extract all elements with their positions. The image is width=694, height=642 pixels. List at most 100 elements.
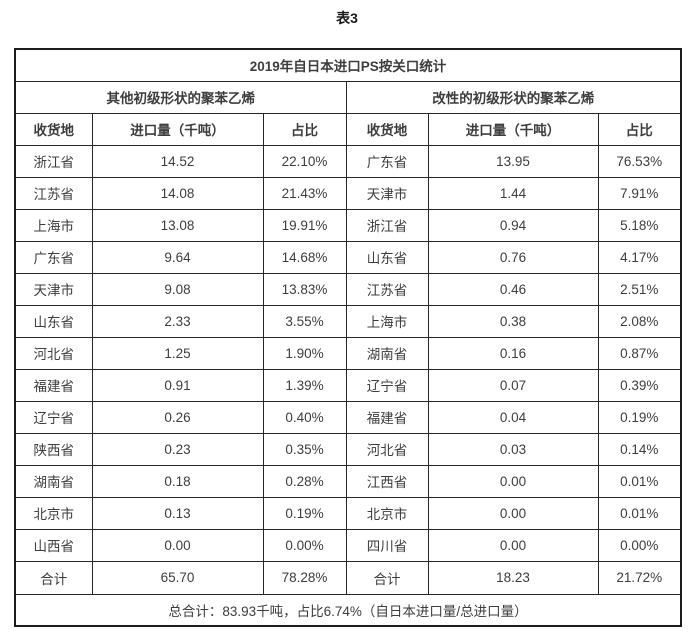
share-cell-left: 0.19%	[262, 496, 347, 530]
volume-cell-left: 14.52	[91, 144, 264, 178]
volume-cell-left: 0.18	[91, 464, 264, 498]
region-cell-right: 山东省	[345, 240, 429, 274]
table-row: 天津市 9.08 13.83% 江苏省 0.46 2.51%	[14, 272, 682, 306]
volume-cell-left: 0.00	[91, 528, 264, 562]
volume-cell-left: 14.08	[91, 176, 264, 210]
volume-cell-right: 0.04	[427, 400, 599, 434]
volume-cell-left: 13.08	[91, 208, 264, 242]
table-row: 浙江省 14.52 22.10% 广东省 13.95 76.53%	[14, 144, 682, 178]
share-cell-right: 0.00%	[597, 528, 682, 562]
region-cell-left: 江苏省	[14, 176, 93, 210]
col-header-region-right: 收货地	[345, 112, 429, 146]
total-label-right: 合计	[345, 560, 429, 595]
share-cell-right: 0.14%	[597, 432, 682, 466]
volume-cell-left: 0.26	[91, 400, 264, 434]
region-cell-right: 四川省	[345, 528, 429, 562]
volume-cell-right: 0.16	[427, 336, 599, 370]
import-stats-table: 2019年自日本进口PS按关口统计 其他初级形状的聚苯乙烯 改性的初级形状的聚苯…	[14, 48, 683, 627]
table-row: 辽宁省 0.26 0.40% 福建省 0.04 0.19%	[14, 400, 682, 434]
table-title: 2019年自日本进口PS按关口统计	[14, 48, 682, 82]
table-caption: 表3	[336, 10, 358, 26]
region-cell-left: 陕西省	[14, 432, 93, 466]
col-header-share-right: 占比	[597, 112, 682, 146]
volume-cell-right: 0.00	[427, 496, 599, 530]
share-cell-left: 1.90%	[262, 336, 347, 370]
table-row: 江苏省 14.08 21.43% 天津市 1.44 7.91%	[14, 176, 682, 210]
region-cell-left: 北京市	[14, 496, 93, 530]
share-cell-left: 13.83%	[262, 272, 347, 306]
share-cell-left: 1.39%	[262, 368, 347, 402]
volume-cell-right: 0.07	[427, 368, 599, 402]
share-cell-right: 0.01%	[597, 464, 682, 498]
volume-cell-right: 0.00	[427, 464, 599, 498]
table-row: 湖南省 0.18 0.28% 江西省 0.00 0.01%	[14, 464, 682, 498]
volume-cell-left: 0.91	[91, 368, 264, 402]
col-header-volume-right: 进口量（千吨）	[427, 112, 599, 146]
share-cell-left: 19.91%	[262, 208, 347, 242]
table-row: 广东省 9.64 14.68% 山东省 0.76 4.17%	[14, 240, 682, 274]
volume-cell-right: 0.38	[427, 304, 599, 338]
table-row: 山西省 0.00 0.00% 四川省 0.00 0.00%	[14, 528, 682, 562]
share-cell-left: 0.28%	[262, 464, 347, 498]
share-cell-right: 0.01%	[597, 496, 682, 530]
region-cell-right: 辽宁省	[345, 368, 429, 402]
region-cell-right: 上海市	[345, 304, 429, 338]
region-cell-right: 河北省	[345, 432, 429, 466]
region-cell-right: 浙江省	[345, 208, 429, 242]
region-cell-right: 广东省	[345, 144, 429, 178]
section-left-header: 其他初级形状的聚苯乙烯	[14, 80, 347, 114]
table-row: 山东省 2.33 3.55% 上海市 0.38 2.08%	[14, 304, 682, 338]
col-header-region-left: 收货地	[14, 112, 93, 146]
volume-cell-right: 1.44	[427, 176, 599, 210]
volume-cell-right: 0.94	[427, 208, 599, 242]
region-cell-right: 湖南省	[345, 336, 429, 370]
share-cell-right: 2.08%	[597, 304, 682, 338]
share-cell-left: 14.68%	[262, 240, 347, 274]
table-row: 北京市 0.13 0.19% 北京市 0.00 0.01%	[14, 496, 682, 530]
volume-cell-left: 1.25	[91, 336, 264, 370]
share-cell-left: 0.00%	[262, 528, 347, 562]
share-cell-right: 2.51%	[597, 272, 682, 306]
region-cell-left: 山西省	[14, 528, 93, 562]
table-row: 河北省 1.25 1.90% 湖南省 0.16 0.87%	[14, 336, 682, 370]
volume-cell-right: 0.46	[427, 272, 599, 306]
total-volume-right: 18.23	[427, 560, 599, 595]
region-cell-right: 江苏省	[345, 272, 429, 306]
col-header-share-left: 占比	[262, 112, 347, 146]
total-row: 合计 65.70 78.28% 合计 18.23 21.72%	[14, 560, 682, 595]
share-cell-right: 0.39%	[597, 368, 682, 402]
share-cell-left: 22.10%	[262, 144, 347, 178]
table-body: 2019年自日本进口PS按关口统计 其他初级形状的聚苯乙烯 改性的初级形状的聚苯…	[14, 48, 682, 627]
share-cell-right: 4.17%	[597, 240, 682, 274]
share-cell-right: 0.19%	[597, 400, 682, 434]
table-row: 福建省 0.91 1.39% 辽宁省 0.07 0.39%	[14, 368, 682, 402]
volume-cell-left: 0.13	[91, 496, 264, 530]
volume-cell-left: 0.23	[91, 432, 264, 466]
share-cell-right: 5.18%	[597, 208, 682, 242]
region-cell-left: 辽宁省	[14, 400, 93, 434]
region-cell-right: 福建省	[345, 400, 429, 434]
total-label-left: 合计	[14, 560, 93, 595]
region-cell-left: 湖南省	[14, 464, 93, 498]
table-row: 上海市 13.08 19.91% 浙江省 0.94 5.18%	[14, 208, 682, 242]
volume-cell-right: 13.95	[427, 144, 599, 178]
section-right-header: 改性的初级形状的聚苯乙烯	[345, 80, 682, 114]
table-title-row: 2019年自日本进口PS按关口统计	[14, 48, 682, 82]
volume-cell-right: 0.00	[427, 528, 599, 562]
region-cell-right: 江西省	[345, 464, 429, 498]
table-row: 陕西省 0.23 0.35% 河北省 0.03 0.14%	[14, 432, 682, 466]
share-cell-right: 76.53%	[597, 144, 682, 178]
share-cell-right: 0.87%	[597, 336, 682, 370]
footer-row: 总合计：83.93千吨，占比6.74%（自日本进口量/总进口量）	[14, 593, 682, 627]
share-cell-left: 0.35%	[262, 432, 347, 466]
region-cell-left: 河北省	[14, 336, 93, 370]
volume-cell-left: 9.64	[91, 240, 264, 274]
region-cell-left: 福建省	[14, 368, 93, 402]
column-header-row: 收货地 进口量（千吨） 占比 收货地 进口量（千吨） 占比	[14, 112, 682, 146]
region-cell-left: 上海市	[14, 208, 93, 242]
region-cell-right: 北京市	[345, 496, 429, 530]
volume-cell-right: 0.76	[427, 240, 599, 274]
region-cell-left: 天津市	[14, 272, 93, 306]
total-share-right: 21.72%	[597, 560, 682, 595]
